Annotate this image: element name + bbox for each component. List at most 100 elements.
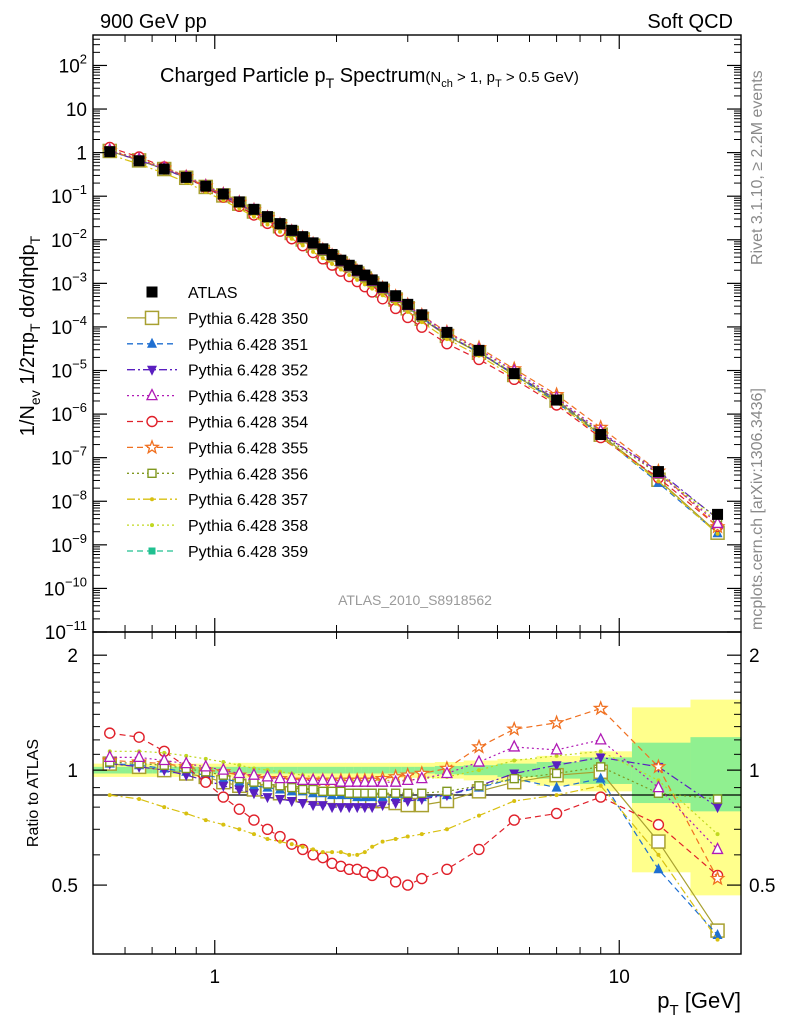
ratio-data-point [362,850,367,855]
ratio-data-point [289,842,294,847]
ratio-data-point [595,753,606,764]
ratio-data-point [317,851,329,864]
main-data-point [233,196,245,208]
main-data-point [390,290,402,302]
ratio-data-point [273,771,287,784]
ratio-data-point [317,801,328,812]
ratio-data-point [389,876,402,888]
legend-marker [150,497,154,502]
main-chart-title: Charged Particle pT Spectrum(Nch > 1, pT… [160,65,579,91]
main-data-point [317,243,329,255]
main-data-point [326,248,338,260]
ratio-data-point [286,797,297,808]
ratio-data-point [550,742,563,755]
x-axis-label: pT [GeV] [657,988,741,1019]
y-tick-label: 10−7 [51,444,87,470]
ratio-data-point [247,767,261,780]
main-data-point [652,466,664,478]
ratio-stat-band [285,766,298,774]
ratio-data-point [327,803,338,814]
ratio-data-point [712,794,723,804]
legend-label: Pythia 6.428 354 [188,415,308,432]
ratio-data-point [311,847,316,852]
legend-label: Pythia 6.428 358 [188,518,308,535]
ratio-data-point [508,814,520,826]
ratio-data-point [298,784,308,795]
ratio-data-point [296,772,309,786]
ratio-data-point [297,843,309,856]
ratio-data-point [158,753,171,766]
ratio-series-7 [105,757,723,804]
main-data-point [335,254,347,266]
ratio-data-point [476,813,481,818]
ratio-data-point [441,863,453,875]
ratio-data-point [275,795,286,806]
main-data-point [104,146,116,158]
ratio-data-point [320,850,325,855]
ratio-data-point [417,788,427,798]
ratio-data-point [401,772,414,786]
ratio-stat-band [353,766,362,774]
main-data-point [286,224,298,236]
ratio-y-tick-label: 0.5 [52,876,78,897]
ratio-y-tick-label: 1 [67,761,78,782]
ratio-data-point [251,832,256,837]
ratio-stat-band [414,766,436,774]
main-axes: 10−1110−1010−910−810−710−610−510−410−310… [44,34,742,644]
ratio-data-point [237,763,242,768]
main-data-point [711,515,724,529]
ratio-data-point [180,756,193,769]
ratio-data-point [709,870,726,886]
main-data-point [265,222,270,227]
ratio-data-point [217,762,230,775]
y-tick-label: 102 [59,51,87,77]
legend-label: ATLAS [188,285,238,302]
ratio-data-point [366,869,378,882]
ratio-data-point [551,768,562,779]
ratio-data-point [336,786,346,797]
ratio-data-point [380,839,385,844]
ratio-data-point [550,807,563,820]
y-tick-label: 10−4 [51,313,87,339]
ratio-data-point [656,852,661,857]
ratio-data-point [278,839,283,844]
ratio-y-axis-label: Ratio to ATLAS [25,739,42,847]
ratio-data-point [352,803,363,814]
legend-label: Pythia 6.428 353 [188,389,308,406]
ratio-data-point [598,783,603,788]
ratio-data-point [712,803,723,814]
ratio-data-point [344,803,355,814]
ratio-data-point [595,772,606,783]
ratio-data-point [218,781,229,792]
ratio-data-point [402,879,414,891]
main-data-point [362,282,367,287]
ratio-data-point [653,863,664,874]
ratio-data-point [237,827,242,832]
ratio-data-point [107,793,112,798]
y-tick-label: 10−8 [51,487,87,513]
legend-marker [150,523,154,528]
main-data-point [278,229,283,234]
ratio-data-point [376,866,389,879]
ratio-data-point [592,700,609,716]
ratio-data-point [352,788,362,798]
ratio-data-point [203,818,208,823]
ratio-data-point [265,837,270,842]
main-data-point [251,214,256,219]
ratio-data-point [347,852,352,857]
ratio-plot-frame [92,631,742,955]
ratio-y-tick-label-right: 2 [749,646,760,667]
ratio-data-point [343,774,356,787]
main-plot-frame [92,34,742,633]
ratio-data-point [318,786,328,797]
y-tick-label: 10−5 [51,357,87,383]
ratio-data-point [300,844,305,849]
ratio-data-point [316,772,329,786]
ratio-data-point [221,760,226,765]
ratio-data-point [104,727,116,739]
main-data-point [377,281,389,293]
y-tick-label: 10−1 [51,182,87,208]
ratio-data-point [474,781,484,791]
ratio-data-point [103,749,116,763]
main-data-point [248,203,260,215]
